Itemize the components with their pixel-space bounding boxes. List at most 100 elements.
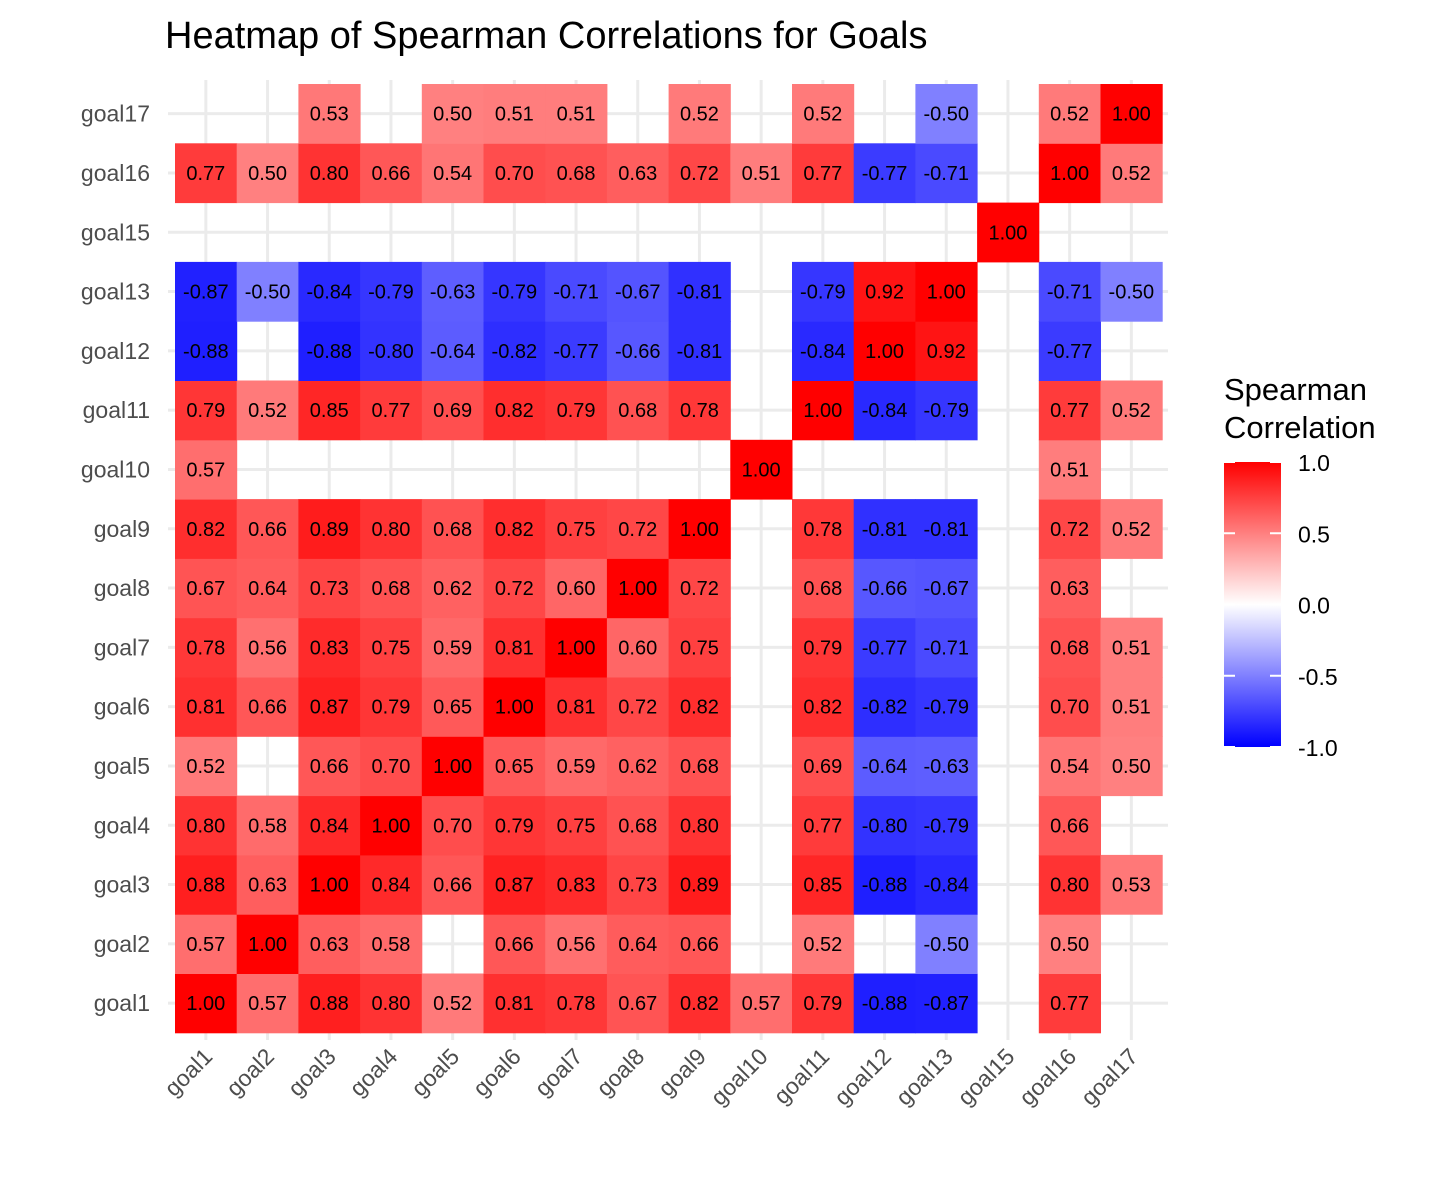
cell-value-label: 0.63 (310, 934, 349, 956)
heatmap-cell (236, 143, 299, 204)
cell-value-label: -0.66 (862, 578, 908, 600)
heatmap-cell (545, 261, 608, 322)
cell-value-label: 0.60 (557, 578, 596, 600)
heatmap-cell (483, 558, 546, 619)
heatmap-cell (606, 973, 670, 1034)
x-tick-label: goal9 (653, 1043, 711, 1101)
cell-value-label: -0.82 (862, 697, 908, 719)
legend-tick-label: 1.0 (1298, 450, 1330, 476)
cell-value-label: 0.50 (1112, 756, 1151, 778)
cell-value-label: -0.71 (923, 637, 969, 659)
cell-value-label: 0.73 (310, 578, 349, 600)
heatmap-cell (360, 973, 423, 1034)
cell-value-label: -0.88 (306, 341, 352, 363)
heatmap-cell (298, 854, 361, 915)
heatmap-cell (483, 261, 546, 322)
cell-value-label: 0.58 (248, 815, 287, 837)
cell-value-label: 0.68 (680, 756, 719, 778)
cell-value-label: 0.88 (186, 875, 225, 897)
heatmap-cell (421, 854, 484, 915)
cell-value-label: -0.84 (306, 282, 352, 304)
heatmap-cell (915, 380, 978, 441)
cell-value-label: 0.50 (1050, 934, 1089, 956)
x-tick-label: goal17 (1076, 1043, 1143, 1110)
heatmap-cell (915, 914, 978, 974)
cell-value-label: -0.88 (862, 875, 908, 897)
cell-value-label: 1.00 (803, 400, 842, 422)
legend-tick-label: -1.0 (1298, 735, 1338, 761)
heatmap-cell (792, 499, 855, 559)
cell-value-label: -0.67 (923, 578, 969, 600)
cell-value-label: -0.88 (183, 341, 229, 363)
cell-value-label: 0.54 (1050, 756, 1089, 778)
heatmap-cell (483, 973, 546, 1034)
heatmap-cell (915, 854, 978, 915)
heatmap-cell (360, 321, 423, 381)
cell-value-label: 1.00 (680, 519, 719, 541)
heatmap-cell (236, 617, 299, 678)
heatmap-cell (175, 380, 238, 441)
heatmap-cell (545, 677, 608, 737)
cell-value-label: 0.51 (1050, 459, 1089, 481)
heatmap-cell (298, 84, 361, 144)
cell-value-label: 0.51 (495, 104, 534, 126)
cell-value-label: 0.81 (186, 697, 225, 719)
x-tick-label: goal5 (406, 1043, 464, 1101)
heatmap-cell (853, 854, 916, 915)
cell-value-label: 0.51 (557, 104, 596, 126)
heatmap-cell (915, 143, 978, 204)
cell-value-label: 0.68 (557, 163, 596, 185)
cell-value-label: 0.83 (310, 637, 349, 659)
heatmap-cell (175, 321, 238, 381)
heatmap-cell (915, 973, 978, 1034)
cell-value-label: 0.63 (248, 875, 287, 897)
heatmap-cell (298, 321, 361, 381)
cell-value-label: 0.89 (310, 519, 349, 541)
cell-value-label: 1.00 (433, 756, 472, 778)
heatmap-cell (360, 795, 423, 856)
heatmap-cell (360, 617, 423, 678)
cell-value-label: -0.77 (862, 637, 908, 659)
heatmap-cell (175, 736, 238, 797)
heatmap-cell (1038, 321, 1101, 381)
cell-value-label: -0.71 (923, 163, 969, 185)
cell-value-label: 1.00 (1112, 104, 1151, 126)
x-tick-label: goal10 (705, 1043, 772, 1110)
cell-value-label: -0.81 (862, 519, 908, 541)
heatmap-cell (483, 321, 546, 381)
heatmap-cell (545, 736, 608, 797)
cell-value-label: 0.75 (557, 815, 596, 837)
cell-value-label: 0.66 (371, 163, 410, 185)
heatmap-cell (360, 558, 423, 619)
cell-value-label: 0.66 (495, 934, 534, 956)
legend-ticks: 1.0 0.5 0.0 -0.5 -1.0 (1224, 450, 1338, 761)
heatmap-cell (1100, 261, 1163, 322)
heatmap-cell (421, 795, 484, 856)
heatmap-cell (360, 499, 423, 559)
heatmap-cell (668, 736, 731, 797)
y-tick-label: goal16 (81, 160, 150, 186)
cell-labels: 1.00 0.57 0.88 0.80 0.52 0.81 0.78 0.67 0.82 0.57… (183, 104, 1154, 1016)
cell-value-label: 1.00 (618, 578, 657, 600)
cell-value-label: 0.70 (433, 815, 472, 837)
heatmap-cell (545, 321, 608, 381)
cell-value-label: -0.50 (923, 934, 969, 956)
heatmap-cell (668, 795, 731, 856)
cell-value-label: 0.65 (433, 697, 472, 719)
heatmap-cell (792, 558, 855, 619)
cell-value-label: 0.66 (433, 875, 472, 897)
cell-value-label: 0.52 (1112, 400, 1151, 422)
heatmap-cell (606, 499, 670, 559)
cell-value-label: 0.50 (248, 163, 287, 185)
heatmap-cell (668, 261, 731, 322)
heatmap-cell (915, 558, 978, 619)
cell-value-label: -0.66 (615, 341, 661, 363)
cell-value-label: 0.64 (618, 934, 657, 956)
cell-value-label: 0.80 (1050, 875, 1089, 897)
cell-value-label: -0.80 (862, 815, 908, 837)
cell-value-label: 0.82 (680, 697, 719, 719)
heatmap-cell (421, 321, 484, 381)
heatmap-cell (545, 558, 608, 619)
cell-value-label: -0.63 (430, 282, 476, 304)
